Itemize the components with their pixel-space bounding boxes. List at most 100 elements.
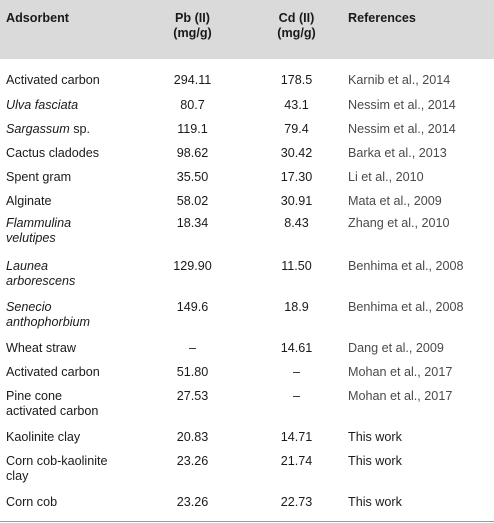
adsorbent-text: Corn cob-kaolinite clay: [6, 450, 140, 484]
table-row: Activated carbon 51.80 – Mohan et al., 2…: [0, 361, 494, 385]
table-row: Corn cob 23.26 22.73 This work: [0, 491, 494, 522]
cell-cd: 17.30: [245, 166, 348, 190]
table-row: Cactus cladodes 98.62 30.42 Barka et al.…: [0, 142, 494, 166]
header-cd-label: Cd (II): [278, 11, 315, 25]
header-adsorbent: Adsorbent: [0, 0, 140, 59]
adsorbent-species: sp.: [69, 122, 91, 136]
cell-cd: –: [245, 385, 348, 426]
cell-adsorbent: Wheat straw: [0, 337, 140, 361]
cell-adsorbent: Cactus cladodes: [0, 142, 140, 166]
cd-value: 30.42: [280, 146, 313, 160]
cell-cd: 11.50: [245, 255, 348, 296]
cell-reference: This work: [348, 450, 494, 491]
header-pb-unit: (mg/g): [173, 26, 212, 40]
header-references: References: [348, 0, 494, 59]
reference-text: Mohan et al., 2017: [348, 389, 453, 403]
pb-value: 20.83: [176, 430, 209, 444]
cell-cd: –: [245, 361, 348, 385]
adsorbent-text: Senecio anthophorbium: [6, 296, 140, 330]
header-cd: Cd (II) (mg/g): [245, 0, 348, 59]
table-row: Spent gram 35.50 17.30 Li et al., 2010: [0, 166, 494, 190]
cell-pb: 58.02: [140, 190, 245, 214]
cd-value: 18.9: [284, 300, 309, 314]
pb-value: 58.02: [176, 194, 209, 208]
cell-reference: Mohan et al., 2017: [348, 385, 494, 426]
adsorbent-text: Launea arborescens: [6, 255, 140, 289]
cell-reference: This work: [348, 426, 494, 450]
pb-value: 23.26: [176, 495, 209, 509]
reference-text: Benhima et al., 2008: [348, 259, 464, 273]
adsorbent-text: Pine cone activated carbon: [6, 385, 140, 419]
cell-pb: 129.90: [140, 255, 245, 296]
reference-text: Nessim et al., 2014: [348, 122, 456, 136]
adsorbent-text: Kaolinite clay: [6, 430, 81, 444]
adsorbent-line1: Pine cone: [6, 389, 63, 403]
table-row: Flammulina velutipes 18.34 8.43 Zhang et …: [0, 214, 494, 255]
pb-value: 18.34: [176, 216, 209, 230]
cell-pb: 23.26: [140, 491, 245, 522]
cell-pb: 149.6: [140, 296, 245, 337]
cell-pb: 27.53: [140, 385, 245, 426]
cell-adsorbent: Activated carbon: [0, 361, 140, 385]
reference-text: Nessim et al., 2014: [348, 98, 456, 112]
adsorbent-line1: Senecio: [6, 300, 52, 314]
cd-value: 79.4: [284, 122, 309, 136]
cd-value: 178.5: [280, 73, 313, 87]
cell-reference: Zhang et al., 2010: [348, 214, 494, 255]
adsorbent-text: Cactus cladodes: [6, 146, 100, 160]
cell-reference: Nessim et al., 2014: [348, 94, 494, 118]
cell-pb: 98.62: [140, 142, 245, 166]
cell-cd: 43.1: [245, 94, 348, 118]
header-pb: Pb (II) (mg/g): [140, 0, 245, 59]
cell-cd: 178.5: [245, 59, 348, 94]
cell-pb: –: [140, 337, 245, 361]
cell-reference: Nessim et al., 2014: [348, 118, 494, 142]
cd-value: 22.73: [280, 495, 313, 509]
cell-adsorbent: Ulva fasciata: [0, 94, 140, 118]
cell-reference: Dang et al., 2009: [348, 337, 494, 361]
reference-text: Li et al., 2010: [348, 170, 424, 184]
cell-cd: 14.61: [245, 337, 348, 361]
cell-reference: Mata et al., 2009: [348, 190, 494, 214]
cell-adsorbent: Kaolinite clay: [0, 426, 140, 450]
adsorbent-line1: Launea: [6, 259, 49, 273]
cell-adsorbent: Senecio anthophorbium: [0, 296, 140, 337]
cell-reference: Benhima et al., 2008: [348, 296, 494, 337]
pb-value: –: [188, 341, 196, 355]
cell-pb: 80.7: [140, 94, 245, 118]
table-row: Launea arborescens 129.90 11.50 Benhima e…: [0, 255, 494, 296]
cell-adsorbent: Sargassum sp.: [0, 118, 140, 142]
adsorbent-text: Flammulina velutipes: [6, 214, 140, 246]
cell-pb: 20.83: [140, 426, 245, 450]
cell-cd: 30.91: [245, 190, 348, 214]
cell-cd: 79.4: [245, 118, 348, 142]
cell-adsorbent: Pine cone activated carbon: [0, 385, 140, 426]
cell-reference: Karnib et al., 2014: [348, 59, 494, 94]
cell-reference: Mohan et al., 2017: [348, 361, 494, 385]
table-row: Pine cone activated carbon 27.53 – Mohan …: [0, 385, 494, 426]
cell-adsorbent: Alginate: [0, 190, 140, 214]
cd-value: 11.50: [281, 259, 312, 273]
adsorbent-line1: Flammulina: [6, 216, 72, 230]
pb-value: 35.50: [176, 170, 209, 184]
cd-value: 17.30: [280, 170, 313, 184]
cell-pb: 294.11: [140, 59, 245, 94]
adsorbent-line2: velutipes: [6, 231, 56, 245]
reference-text: Dang et al., 2009: [348, 341, 444, 355]
adsorbent-text: Ulva fasciata: [6, 98, 79, 112]
table-row: Senecio anthophorbium 149.6 18.9 Benhima …: [0, 296, 494, 337]
pb-value: 98.62: [176, 146, 209, 160]
cell-pb: 51.80: [140, 361, 245, 385]
pb-value: 149.6: [176, 300, 209, 314]
table-row: Ulva fasciata 80.7 43.1 Nessim et al., 2…: [0, 94, 494, 118]
reference-text: Zhang et al., 2010: [348, 216, 450, 230]
adsorbent-line2: clay: [6, 469, 29, 483]
reference-text: Mata et al., 2009: [348, 194, 442, 208]
cell-pb: 23.26: [140, 450, 245, 491]
reference-text: Mohan et al., 2017: [348, 365, 453, 379]
cd-value: 43.1: [284, 98, 309, 112]
adsorbent-text: Sargassum sp.: [6, 118, 140, 137]
pb-value: 294.11: [173, 73, 212, 87]
adsorbent-line2: arborescens: [6, 274, 76, 288]
reference-text: Barka et al., 2013: [348, 146, 447, 160]
